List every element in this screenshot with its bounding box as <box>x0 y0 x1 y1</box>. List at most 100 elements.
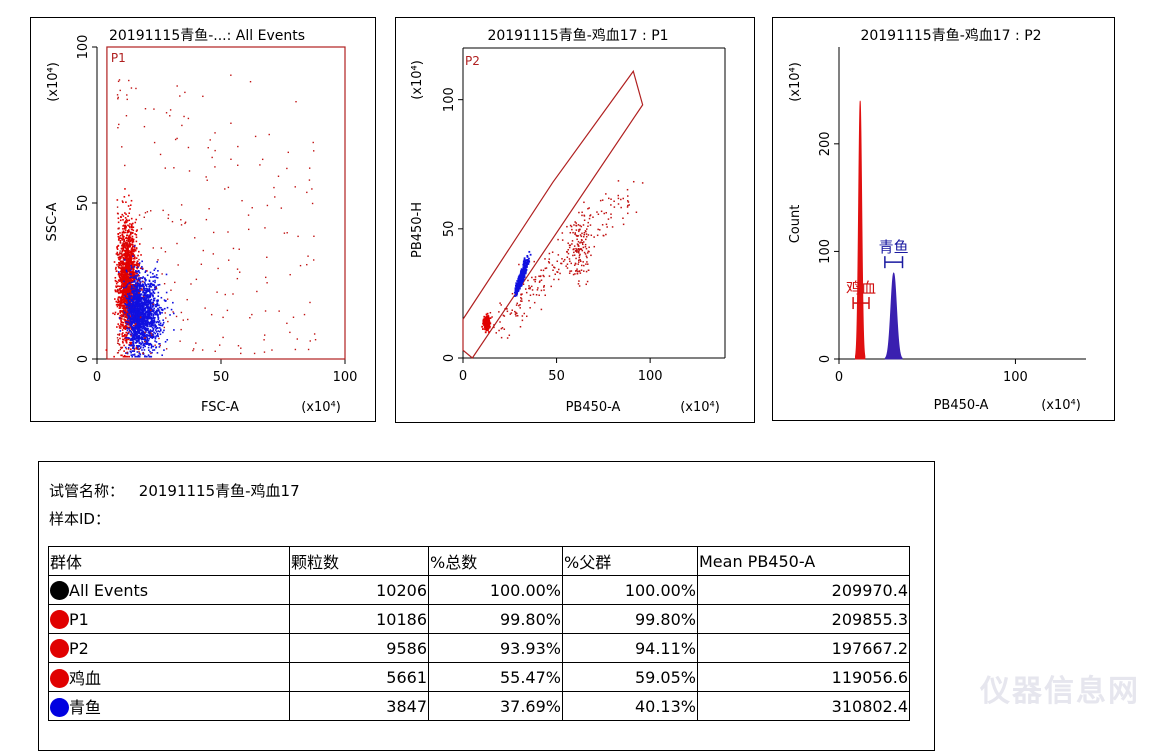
event-point <box>135 287 138 290</box>
event-point <box>138 280 141 282</box>
event-point <box>144 212 147 214</box>
statistics-panel: 试管名称： 20191115青鱼-鸡血17 样本ID： 群体 颗粒数 %总数 %… <box>38 461 935 751</box>
event-point <box>188 170 191 172</box>
event-point <box>130 225 132 228</box>
event-point <box>105 349 108 351</box>
event-point <box>516 286 518 288</box>
event-point <box>119 89 121 92</box>
event-point <box>147 311 150 314</box>
event-point <box>142 285 145 287</box>
event-point <box>573 254 576 256</box>
event-point <box>557 278 560 281</box>
event-point <box>587 221 589 224</box>
event-point <box>212 231 215 234</box>
event-point <box>119 274 122 276</box>
y-tick-label: 100 <box>442 87 457 112</box>
event-point <box>135 236 138 239</box>
event-point <box>133 293 135 295</box>
event-point <box>142 276 144 278</box>
event-point <box>567 252 570 255</box>
event-point <box>140 277 142 279</box>
event-point <box>156 302 158 305</box>
event-point <box>143 327 146 330</box>
event-point <box>498 311 500 313</box>
event-point <box>135 308 138 310</box>
event-point <box>115 304 118 306</box>
event-point <box>127 327 130 329</box>
event-point <box>126 245 129 248</box>
event-point <box>151 333 154 336</box>
event-point <box>306 191 308 194</box>
event-point <box>138 287 141 290</box>
event-point <box>139 296 141 298</box>
event-point <box>123 281 126 284</box>
event-point <box>130 294 133 296</box>
event-point <box>133 305 135 307</box>
cell-pct-total: 99.80% <box>428 604 563 634</box>
event-point <box>144 334 147 337</box>
event-point <box>119 258 121 261</box>
event-point <box>119 276 122 279</box>
event-point <box>129 286 132 288</box>
event-point <box>126 314 129 317</box>
event-point <box>114 279 117 282</box>
event-point <box>309 301 311 304</box>
event-point <box>581 242 584 244</box>
event-point <box>142 294 145 296</box>
event-point <box>153 309 155 312</box>
event-point <box>601 224 604 226</box>
event-point <box>134 309 136 312</box>
event-point <box>126 255 129 258</box>
event-point <box>119 287 121 290</box>
event-point <box>148 342 150 345</box>
event-point <box>156 261 159 263</box>
event-point <box>169 115 171 117</box>
event-point <box>574 262 577 265</box>
event-point <box>119 263 122 266</box>
event-point <box>151 302 153 304</box>
event-point <box>117 221 120 224</box>
event-point <box>133 328 135 331</box>
population-color-dot-icon <box>50 580 69 600</box>
event-point <box>133 277 135 279</box>
event-point <box>482 320 485 323</box>
population-name: 鸡血 <box>69 669 102 688</box>
event-point <box>261 158 264 161</box>
event-point <box>241 199 243 202</box>
event-point <box>133 322 136 324</box>
event-point <box>147 307 149 310</box>
event-point <box>129 329 132 332</box>
event-point <box>128 293 130 296</box>
event-point <box>125 264 127 266</box>
event-point <box>129 261 132 264</box>
event-point <box>192 348 195 350</box>
event-point <box>575 247 577 250</box>
event-point <box>121 266 124 269</box>
event-point <box>486 327 489 330</box>
event-point <box>124 296 126 299</box>
event-point <box>137 330 139 333</box>
event-point <box>123 263 125 265</box>
event-point <box>125 301 128 303</box>
event-point <box>126 253 129 256</box>
event-point <box>519 284 522 287</box>
gate-label-p2: P2 <box>465 54 480 68</box>
event-point <box>125 280 127 283</box>
event-point <box>313 235 315 237</box>
event-point <box>130 273 133 276</box>
event-point <box>120 281 123 284</box>
event-point <box>117 96 119 99</box>
event-point <box>131 320 134 323</box>
event-point <box>140 336 143 339</box>
event-point <box>268 133 270 136</box>
event-point <box>123 287 126 289</box>
event-point <box>128 283 130 285</box>
event-point <box>126 279 128 282</box>
event-point <box>576 269 578 272</box>
event-point <box>150 314 153 317</box>
event-point <box>127 250 129 253</box>
event-point <box>200 263 203 265</box>
event-point <box>132 318 134 321</box>
event-point <box>125 227 127 229</box>
event-point <box>124 309 127 312</box>
